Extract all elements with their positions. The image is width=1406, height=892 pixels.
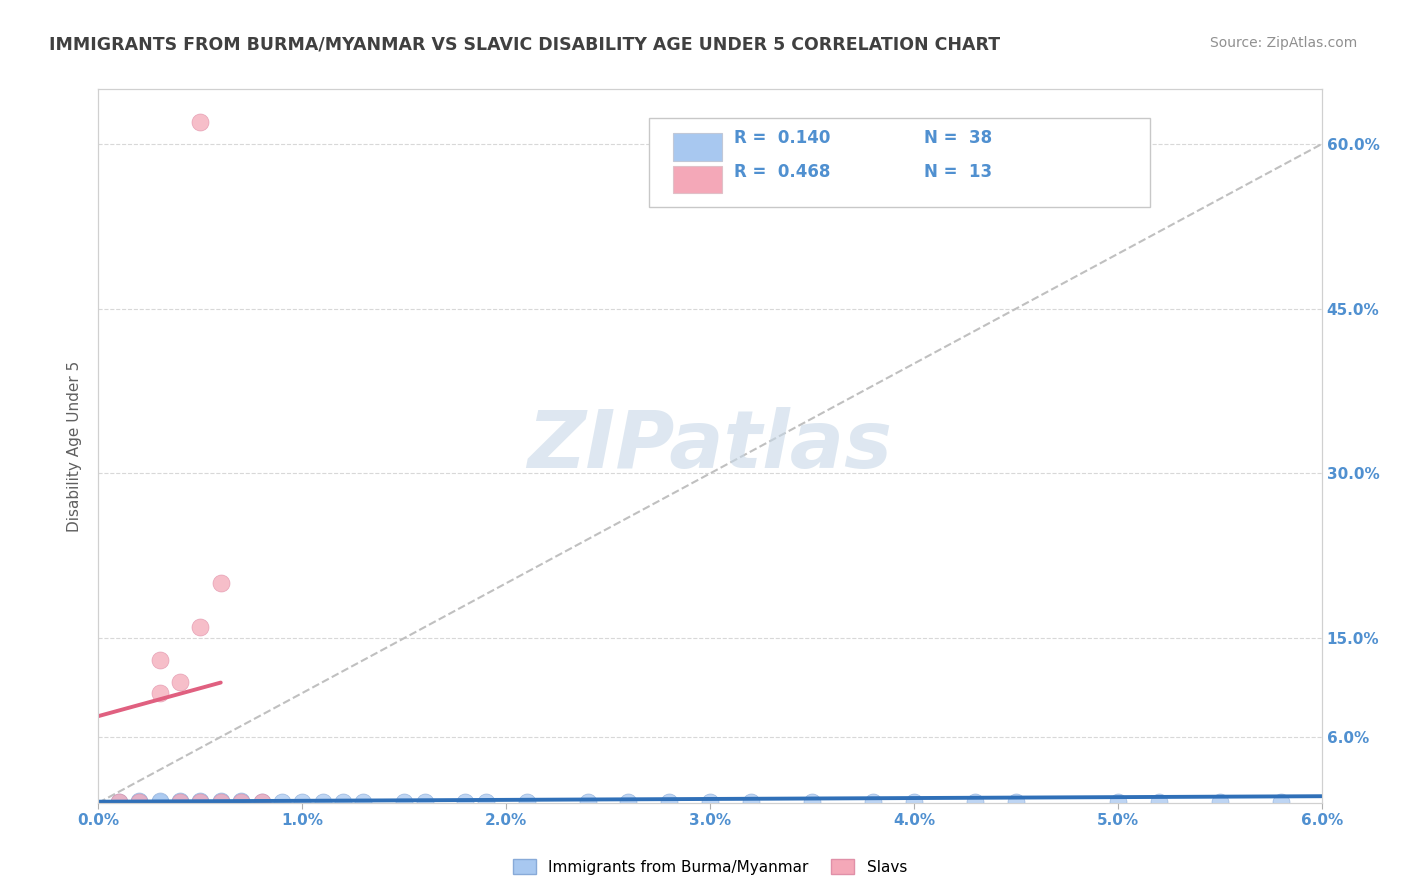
Text: R =  0.468: R = 0.468 bbox=[734, 163, 831, 181]
Point bbox=[149, 686, 172, 700]
Point bbox=[311, 795, 335, 809]
Point bbox=[1208, 795, 1232, 809]
FancyBboxPatch shape bbox=[673, 134, 723, 161]
Point bbox=[209, 576, 232, 591]
Point bbox=[699, 795, 721, 809]
Text: N =  13: N = 13 bbox=[924, 163, 993, 181]
Point bbox=[740, 795, 762, 809]
Point bbox=[801, 795, 824, 809]
Point bbox=[169, 675, 191, 690]
Text: N =  38: N = 38 bbox=[924, 128, 993, 146]
Text: ZIPatlas: ZIPatlas bbox=[527, 407, 893, 485]
Point bbox=[188, 620, 212, 634]
Legend: Immigrants from Burma/Myanmar, Slavs: Immigrants from Burma/Myanmar, Slavs bbox=[508, 853, 912, 880]
Point bbox=[413, 795, 436, 809]
Point bbox=[291, 795, 314, 809]
Point bbox=[188, 115, 212, 129]
Point bbox=[270, 795, 292, 809]
Point bbox=[231, 795, 253, 809]
Point bbox=[658, 795, 681, 809]
Point bbox=[149, 794, 172, 808]
Point bbox=[209, 794, 232, 808]
FancyBboxPatch shape bbox=[650, 118, 1150, 207]
Point bbox=[576, 795, 599, 809]
Point bbox=[169, 795, 191, 809]
Point bbox=[1107, 795, 1129, 809]
Point bbox=[108, 795, 131, 809]
Point bbox=[903, 795, 925, 809]
Point bbox=[188, 794, 212, 808]
Point bbox=[209, 795, 232, 809]
Text: IMMIGRANTS FROM BURMA/MYANMAR VS SLAVIC DISABILITY AGE UNDER 5 CORRELATION CHART: IMMIGRANTS FROM BURMA/MYANMAR VS SLAVIC … bbox=[49, 36, 1000, 54]
Point bbox=[250, 795, 273, 809]
Point bbox=[231, 795, 253, 809]
Point bbox=[169, 795, 191, 809]
Point bbox=[862, 795, 884, 809]
Y-axis label: Disability Age Under 5: Disability Age Under 5 bbox=[67, 360, 83, 532]
Point bbox=[392, 795, 416, 809]
Point bbox=[169, 794, 191, 808]
Point bbox=[231, 794, 253, 808]
Point bbox=[1270, 795, 1292, 809]
Point bbox=[188, 795, 212, 809]
Point bbox=[108, 795, 131, 809]
Point bbox=[149, 795, 172, 809]
Point bbox=[352, 795, 374, 809]
Point bbox=[128, 795, 150, 809]
Point bbox=[209, 795, 232, 809]
Point bbox=[454, 795, 477, 809]
Point bbox=[188, 795, 212, 809]
FancyBboxPatch shape bbox=[673, 166, 723, 193]
Point bbox=[128, 795, 150, 809]
Point bbox=[516, 795, 538, 809]
Point bbox=[250, 795, 273, 809]
Point bbox=[332, 795, 354, 809]
Text: Source: ZipAtlas.com: Source: ZipAtlas.com bbox=[1209, 36, 1357, 50]
Text: R =  0.140: R = 0.140 bbox=[734, 128, 831, 146]
Point bbox=[128, 794, 150, 808]
Point bbox=[149, 653, 172, 667]
Point bbox=[474, 795, 498, 809]
Point bbox=[617, 795, 640, 809]
Point bbox=[1147, 795, 1170, 809]
Point bbox=[1004, 795, 1026, 809]
Point bbox=[963, 795, 986, 809]
